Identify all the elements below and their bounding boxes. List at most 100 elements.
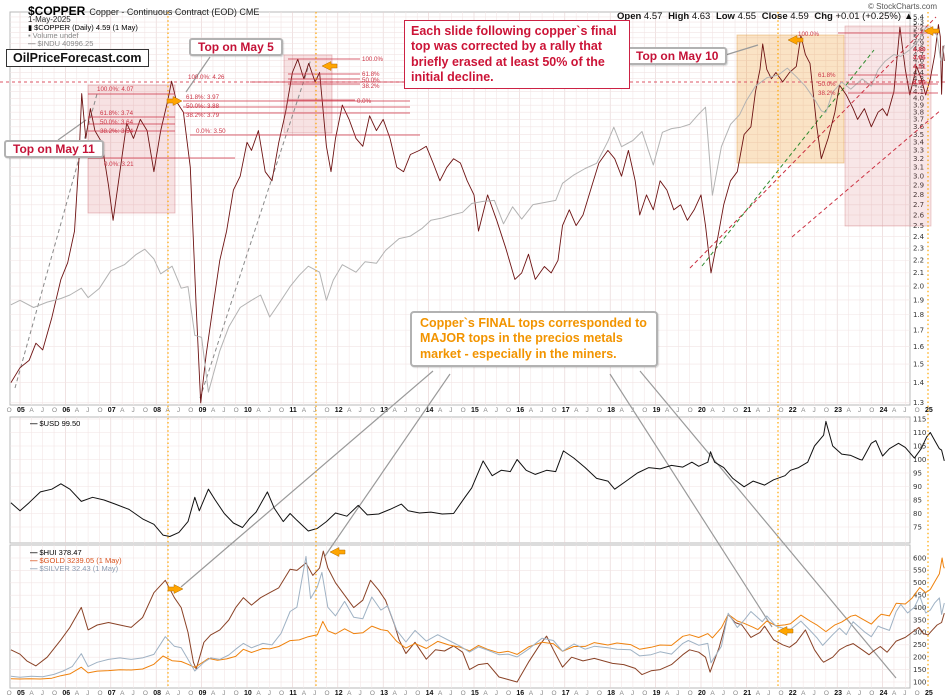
x-axis-month-label: A: [529, 690, 534, 697]
y-axis-label: 105: [913, 442, 926, 450]
y-axis-label: 1.7: [913, 326, 924, 334]
x-axis-month-label: J: [41, 690, 44, 697]
low-label: Low: [715, 11, 735, 22]
fib-label-top-2011: 50.0%: [362, 77, 380, 84]
x-axis-month-label: A: [529, 407, 534, 414]
fib-label-top-2011: 100.0%: [362, 56, 383, 63]
x-axis-month-label: J: [268, 407, 271, 414]
fib-label-top-2021: 61.8%: [818, 72, 836, 79]
callout-pointer-line: [180, 370, 434, 588]
x-axis-year-label: 10: [244, 407, 252, 414]
y-axis-label: 4.9: [913, 40, 924, 48]
y-axis-label: 95: [913, 469, 922, 477]
ticker-symbol: $COPPER: [28, 4, 86, 18]
x-axis-year-label: 20: [698, 690, 706, 697]
high-value: 4.63: [691, 11, 711, 22]
x-axis-year-label: 22: [789, 690, 797, 697]
x-axis-month-label: A: [801, 690, 806, 697]
x-axis-year-label: 13: [380, 690, 388, 697]
hui-line-swatch-icon: —: [30, 548, 38, 557]
x-axis-month-label: A: [620, 690, 625, 697]
legend-indu-text: $INDU 40996.25: [37, 39, 94, 48]
y-axis-label: 3.1: [913, 164, 924, 172]
ohlc-quote: Open 4.57 High 4.63 Low 4.55 Close 4.59 …: [617, 11, 916, 22]
gold-line-swatch-icon: —: [30, 556, 38, 565]
legend-silver-text: $SILVER 32.43 (1 May): [39, 564, 119, 573]
fib-axis-price-label: 4.80: [913, 46, 926, 53]
low-value: 4.55: [737, 11, 757, 22]
y-axis-label: 2.0: [913, 282, 924, 290]
x-axis-month-label: O: [597, 690, 602, 697]
series-usd: [10, 420, 945, 537]
y-axis-label: 2.8: [913, 191, 924, 199]
x-axis-month-label: A: [211, 690, 216, 697]
x-axis-year-label: 23: [834, 690, 842, 697]
y-axis-label: 350: [913, 616, 926, 624]
usd-line-swatch-icon: —: [30, 419, 38, 428]
x-axis-month-label: A: [393, 407, 398, 414]
y-axis-label: 500: [913, 579, 926, 587]
watermark-oilpriceforecast: OilPriceForecast.com: [6, 49, 149, 67]
x-axis-month-label: O: [688, 690, 693, 697]
fib-label-top-2011: 0.0%: [357, 98, 372, 105]
x-axis-month-label: O: [778, 690, 783, 697]
x-axis-month-label: J: [495, 690, 498, 697]
y-axis-label: 150: [913, 666, 926, 674]
marker-arrow-icon: [329, 547, 346, 557]
y-axis-label: 4.3: [913, 75, 924, 83]
x-axis-year-label: 23: [834, 407, 842, 414]
y-axis-label: 85: [913, 496, 922, 504]
x-axis-month-label: O: [506, 407, 511, 414]
trend-line: [199, 58, 312, 399]
x-axis-month-label: J: [177, 690, 180, 697]
callout-top-may-5: Top on May 5: [189, 38, 283, 56]
x-axis-year-label: 21: [743, 690, 751, 697]
x-axis-month-label: A: [256, 690, 261, 697]
x-axis-month-label: A: [483, 407, 488, 414]
fib-label-top-2008: 61.8%: 3.97: [186, 94, 220, 101]
note-final-tops: Copper`s FINAL tops corresponded to MAJO…: [410, 311, 658, 367]
legend-volume-text: Volume undef: [32, 31, 79, 40]
x-axis-year-label: 24: [880, 407, 888, 414]
panel-metals: [9, 544, 911, 689]
fib-label-top-2021: 100.0%: [798, 31, 819, 38]
fib-label-top-2008: 100.0%: 4.26: [188, 74, 225, 81]
x-axis-year-label: 14: [426, 690, 434, 697]
x-axis-month-label: J: [813, 407, 816, 414]
series-indu: [10, 26, 945, 393]
x-axis-month-label: J: [132, 407, 135, 414]
open-value: 4.57: [643, 11, 663, 22]
y-axis-label: 3.2: [913, 155, 924, 163]
x-axis-month-label: J: [313, 690, 316, 697]
x-axis-month-label: J: [676, 690, 679, 697]
x-axis-month-label: O: [461, 690, 466, 697]
x-axis-year-label: 15: [471, 407, 479, 414]
y-axis-label: 3.6: [913, 123, 925, 131]
x-axis-month-label: A: [665, 407, 670, 414]
x-axis-month-label: A: [347, 690, 352, 697]
x-axis-month-label: O: [869, 690, 874, 697]
x-axis-year-label: 25: [925, 690, 933, 697]
y-axis-label: 4.1: [913, 88, 924, 96]
y-axis-label: 3.5: [913, 131, 924, 139]
x-axis-month-label: J: [359, 690, 362, 697]
callout-top-may-11: Top on May 11: [4, 140, 104, 158]
x-axis-month-label: A: [756, 407, 761, 414]
x-axis-month-label: O: [461, 407, 466, 414]
x-axis-month-label: J: [495, 407, 498, 414]
y-axis-label: 200: [913, 654, 926, 662]
x-axis-month-label: J: [858, 690, 861, 697]
x-axis-month-label: A: [256, 407, 261, 414]
x-axis-month-label: O: [188, 407, 193, 414]
callout-pointer-line: [609, 373, 773, 628]
fib-label-top-2011: 61.8%: [362, 71, 380, 78]
y-axis-label: 5.3: [913, 18, 924, 26]
y-axis-label: 1.4: [913, 379, 925, 387]
marker-arrow-icon: [787, 35, 804, 45]
y-axis-label: 600: [913, 554, 926, 562]
x-axis-month-label: O: [7, 690, 12, 697]
y-axis-label: 80: [913, 510, 922, 518]
x-axis-month-label: A: [120, 690, 125, 697]
series-copper: [10, 24, 945, 404]
